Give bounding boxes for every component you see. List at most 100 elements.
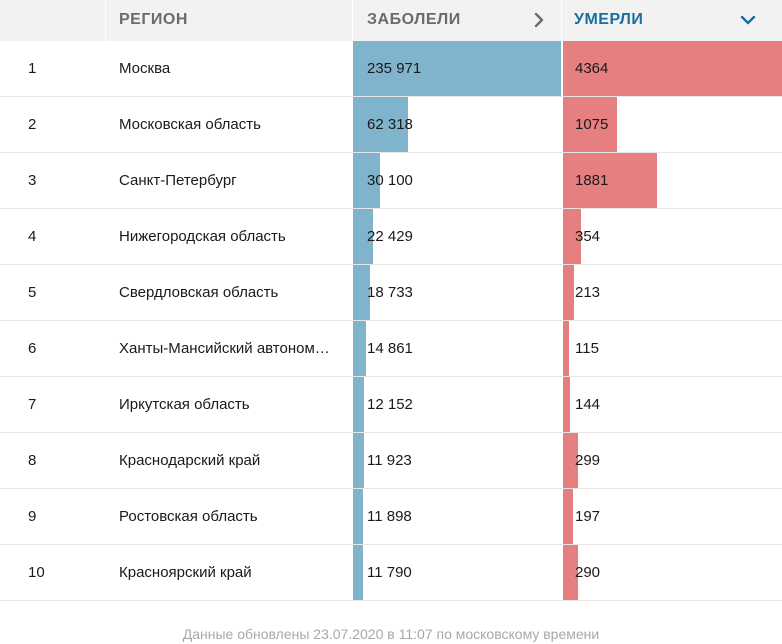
row-region: Иркутская область <box>119 396 250 413</box>
chevron-down-icon <box>740 15 756 25</box>
header-sick-sort[interactable]: ЗАБОЛЕЛИ <box>353 0 561 41</box>
row-region: Нижегородская область <box>119 228 286 245</box>
row-rank: 3 <box>28 172 37 189</box>
row-dead-cell: 4364 <box>563 41 782 96</box>
dead-bar <box>563 41 782 96</box>
dead-value: 213 <box>575 284 601 301</box>
header-sick-label: ЗАБОЛЕЛИ <box>367 11 461 28</box>
header-dead-sort[interactable]: УМЕРЛИ <box>562 0 782 41</box>
row-sick-cell: 30 100 <box>353 153 561 208</box>
row-region: Московская область <box>119 116 261 133</box>
row-rank: 4 <box>28 228 37 245</box>
sick-bar <box>353 265 370 320</box>
row-rank: 6 <box>28 340 37 357</box>
row-rank: 8 <box>28 452 37 469</box>
sick-value: 12 152 <box>367 396 413 413</box>
dead-bar <box>563 545 578 600</box>
row-region: Москва <box>119 60 171 77</box>
row-dead-cell: 213 <box>563 265 782 320</box>
table-row: 2 Московская область 62 318 1075 <box>0 97 782 153</box>
row-dead-cell: 115 <box>563 321 782 376</box>
table-row: 6 Ханты-Мансийский автоном… 14 861 115 <box>0 321 782 377</box>
dead-value: 115 <box>575 340 599 357</box>
row-rank: 2 <box>28 116 37 133</box>
row-sick-cell: 11 790 <box>353 545 561 600</box>
dead-bar <box>563 265 574 320</box>
row-rank: 9 <box>28 508 37 525</box>
row-region: Санкт-Петербург <box>119 172 237 189</box>
regions-table: РЕГИОН ЗАБОЛЕЛИ УМЕРЛИ 1 Москва 235 971 436… <box>0 0 782 601</box>
sick-value: 235 971 <box>367 60 422 77</box>
table-row: 5 Свердловская область 18 733 213 <box>0 265 782 321</box>
dead-bar <box>563 433 578 488</box>
row-sick-cell: 235 971 <box>353 41 561 96</box>
table-row: 3 Санкт-Петербург 30 100 1881 <box>0 153 782 209</box>
row-dead-cell: 1075 <box>563 97 782 152</box>
table-row: 10 Красноярский край 11 790 290 <box>0 545 782 601</box>
table-body: 1 Москва 235 971 4364 2 Московская область 62 … <box>0 41 782 601</box>
sick-bar <box>353 433 364 488</box>
dead-value: 290 <box>575 564 601 581</box>
chevron-right-icon <box>534 12 544 28</box>
dead-bar <box>563 209 581 264</box>
row-sick-cell: 62 318 <box>353 97 561 152</box>
sick-value: 18 733 <box>367 284 413 301</box>
table-row: 4 Нижегородская область 22 429 354 <box>0 209 782 265</box>
sick-value: 22 429 <box>367 228 413 245</box>
sick-bar <box>353 545 363 600</box>
sick-bar <box>353 377 364 432</box>
row-sick-cell: 22 429 <box>353 209 561 264</box>
row-dead-cell: 197 <box>563 489 782 544</box>
sick-bar <box>353 41 561 96</box>
dead-value: 1075 <box>575 116 609 133</box>
sick-bar <box>353 321 366 376</box>
dead-value: 354 <box>575 228 601 245</box>
header-region[interactable]: РЕГИОН <box>106 0 352 41</box>
sick-value: 14 861 <box>367 340 413 357</box>
row-region: Ханты-Мансийский автоном… <box>119 340 330 357</box>
row-rank: 10 <box>28 564 45 581</box>
sick-value: 11 790 <box>367 564 412 581</box>
row-sick-cell: 12 152 <box>353 377 561 432</box>
table-header: РЕГИОН ЗАБОЛЕЛИ УМЕРЛИ <box>0 0 782 41</box>
dead-value: 144 <box>575 396 601 413</box>
row-sick-cell: 18 733 <box>353 265 561 320</box>
sick-bar <box>353 489 363 544</box>
row-dead-cell: 290 <box>563 545 782 600</box>
dead-bar <box>563 321 569 376</box>
table-row: 8 Краснодарский край 11 923 299 <box>0 433 782 489</box>
table-row: 7 Иркутская область 12 152 144 <box>0 377 782 433</box>
dead-value: 299 <box>575 452 601 469</box>
dead-bar <box>563 489 573 544</box>
header-region-label: РЕГИОН <box>119 11 188 28</box>
row-region: Красноярский край <box>119 564 252 581</box>
row-sick-cell: 11 923 <box>353 433 561 488</box>
dead-value: 197 <box>575 508 601 525</box>
sick-value: 30 100 <box>367 172 413 189</box>
row-dead-cell: 354 <box>563 209 782 264</box>
dead-value: 4364 <box>575 60 609 77</box>
row-sick-cell: 14 861 <box>353 321 561 376</box>
sick-bar <box>353 97 408 152</box>
sick-bar <box>353 209 373 264</box>
update-note: Данные обновлены 23.07.2020 в 11:07 по м… <box>182 626 600 642</box>
header-rank <box>0 0 105 41</box>
dead-value: 1881 <box>575 172 609 189</box>
row-region: Свердловская область <box>119 284 279 301</box>
row-rank: 5 <box>28 284 37 301</box>
table-row: 1 Москва 235 971 4364 <box>0 41 782 97</box>
header-dead-label: УМЕРЛИ <box>574 11 644 28</box>
row-region: Краснодарский край <box>119 452 261 469</box>
sick-bar <box>353 153 380 208</box>
dead-bar <box>563 377 570 432</box>
row-dead-cell: 1881 <box>563 153 782 208</box>
row-sick-cell: 11 898 <box>353 489 561 544</box>
row-rank: 7 <box>28 396 37 413</box>
dead-bar <box>563 153 657 208</box>
table-row: 9 Ростовская область 11 898 197 <box>0 489 782 545</box>
row-dead-cell: 299 <box>563 433 782 488</box>
dead-bar <box>563 97 617 152</box>
row-rank: 1 <box>28 60 37 77</box>
sick-value: 62 318 <box>367 116 413 133</box>
sick-value: 11 898 <box>367 508 412 525</box>
